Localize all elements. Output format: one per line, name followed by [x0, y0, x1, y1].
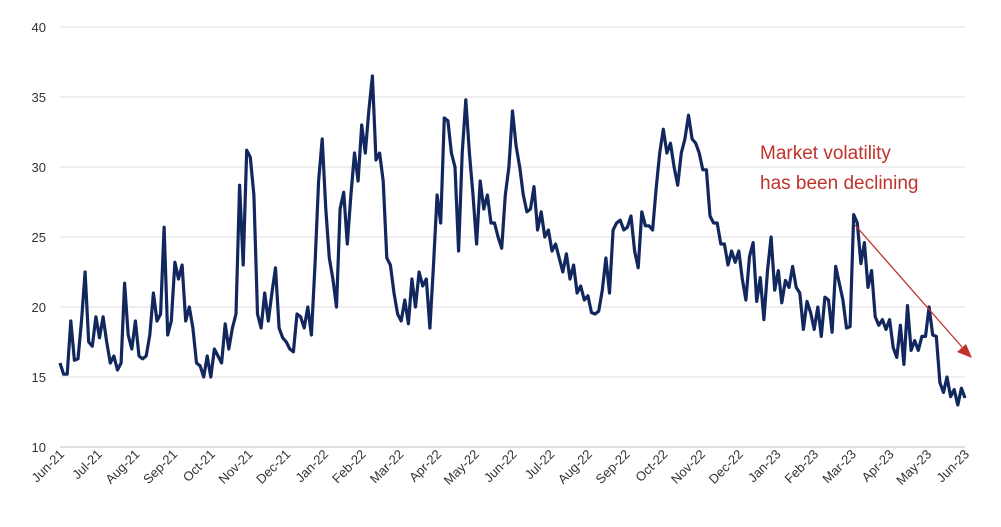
- x-tick-label: Mar-22: [367, 447, 407, 487]
- x-tick-label: Nov-22: [668, 447, 708, 487]
- x-tick-label: Mar-23: [819, 447, 859, 487]
- x-tick-label: Oct-21: [180, 447, 218, 485]
- x-tick-label: Feb-22: [329, 447, 369, 487]
- x-tick-label: May-22: [441, 447, 482, 488]
- y-axis-ticks: 10 15 20 25 30 35 40: [32, 20, 46, 455]
- x-tick-label: Jan-22: [292, 447, 331, 486]
- x-tick-label: Jun-22: [481, 447, 520, 486]
- decline-arrow-shaft: [854, 224, 963, 348]
- x-tick-label: Apr-22: [406, 447, 444, 485]
- y-tick-label: 35: [32, 90, 46, 105]
- y-tick-label: 30: [32, 160, 46, 175]
- x-tick-label: Apr-23: [858, 447, 896, 485]
- x-tick-label: Aug-21: [102, 447, 142, 487]
- annotation-line-2: has been declining: [760, 173, 918, 194]
- x-tick-label: Dec-22: [706, 447, 746, 487]
- x-tick-label: Jan-23: [745, 447, 784, 486]
- x-tick-label: Jul-22: [522, 447, 558, 483]
- volatility-series-line: [58, 74, 967, 407]
- decline-arrow: [854, 224, 972, 358]
- x-tick-label: Jun-23: [933, 447, 972, 486]
- x-tick-label: Oct-22: [632, 447, 670, 485]
- decline-arrow-head: [957, 344, 972, 358]
- x-tick-label: Aug-22: [555, 447, 595, 487]
- x-tick-label: Dec-21: [253, 447, 293, 487]
- gridlines: [60, 26, 965, 448]
- y-tick-label: 25: [32, 230, 46, 245]
- y-tick-label: 20: [32, 300, 46, 315]
- y-tick-label: 15: [32, 370, 46, 385]
- x-tick-label: Jul-21: [69, 447, 105, 483]
- x-tick-label: Feb-23: [782, 447, 822, 487]
- x-tick-label: May-23: [893, 447, 934, 488]
- annotation-line-1: Market volatility: [760, 143, 891, 164]
- x-tick-label: Nov-21: [215, 447, 255, 487]
- x-tick-label: Sep-21: [140, 447, 180, 487]
- y-tick-label: 40: [32, 20, 46, 35]
- y-tick-label: 10: [32, 440, 46, 455]
- x-tick-label: Sep-22: [592, 447, 632, 487]
